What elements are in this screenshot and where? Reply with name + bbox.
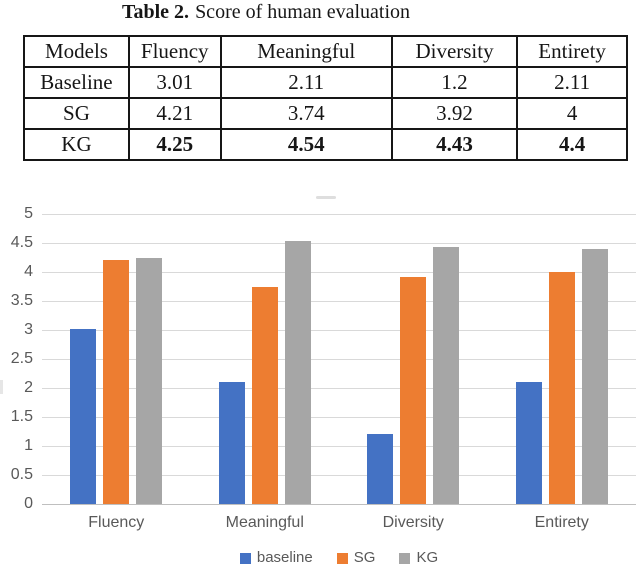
- cell-value: 4: [516, 97, 628, 130]
- y-tick-label: 2.5: [10, 350, 33, 367]
- y-tick-label: 2: [24, 379, 33, 396]
- table-caption-text: Score of human evaluation: [195, 1, 410, 23]
- legend-label: baseline: [256, 549, 313, 566]
- table-row: KG 4.25 4.54 4.43 4.4: [23, 128, 628, 161]
- gridline: [42, 272, 636, 273]
- x-category-label: Diversity: [382, 514, 444, 531]
- x-category-label: Fluency: [88, 514, 145, 531]
- table-row: SG 4.21 3.74 3.92 4: [23, 97, 628, 130]
- row-sg-label: SG: [23, 97, 130, 130]
- header-fluency: Fluency: [127, 35, 222, 68]
- cell-value: 3.74: [219, 97, 393, 130]
- table-caption-number: Table 2.: [122, 1, 190, 23]
- cell-value: 4.4: [516, 128, 628, 161]
- cell-value: 4.54: [219, 128, 393, 161]
- bar-fluency-kg: [136, 257, 163, 504]
- cell-value: 4.25: [127, 128, 222, 161]
- cell-value: 2.11: [516, 66, 628, 99]
- row-kg-label: KG: [23, 128, 130, 161]
- header-models: Models: [23, 35, 130, 68]
- bar-diversity-kg: [433, 247, 460, 504]
- gridline: [42, 359, 636, 360]
- header-entirety: Entirety: [516, 35, 628, 68]
- legend-swatch-baseline: [239, 552, 251, 564]
- gridline: [42, 330, 636, 331]
- table-caption: Table 2. Score of human evaluation: [0, 1, 532, 23]
- header-diversity: Diversity: [390, 35, 519, 68]
- bar-diversity-baseline: [367, 434, 394, 504]
- evaluation-table: Models Fluency Meaningful Diversity Enti…: [23, 35, 628, 161]
- bar-meaningful-kg: [284, 240, 311, 504]
- legend-label: SG: [353, 549, 376, 566]
- gridline: [42, 417, 636, 418]
- y-tick-label: 4: [24, 263, 33, 280]
- cell-value: 3.92: [390, 97, 519, 130]
- chart-legend: baseline SG KG: [42, 549, 636, 567]
- y-tick-label: 1.5: [10, 408, 33, 425]
- gridline: [42, 243, 636, 244]
- gridline: [42, 446, 636, 447]
- bar-diversity-sg: [400, 276, 427, 504]
- cell-value: 2.11: [219, 66, 393, 99]
- bar-meaningful-sg: [251, 287, 278, 504]
- legend-swatch-sg: [336, 552, 348, 564]
- scan-artifact: [316, 196, 336, 199]
- bar-entirety-sg: [548, 272, 575, 504]
- header-meaningful: Meaningful: [219, 35, 393, 68]
- y-tick-label: 3: [24, 321, 33, 338]
- legend-swatch-kg: [399, 552, 411, 564]
- y-tick-label: 0.5: [10, 466, 33, 483]
- legend-label: KG: [416, 549, 439, 566]
- gridline: [42, 301, 636, 302]
- bar-fluency-baseline: [70, 329, 97, 504]
- gridline: [42, 388, 636, 389]
- x-category-label: Meaningful: [225, 514, 304, 531]
- y-tick-label: 5: [24, 205, 33, 222]
- cell-value: 3.01: [127, 66, 222, 99]
- cell-value: 4.43: [390, 128, 519, 161]
- x-category-label: Entirety: [534, 514, 589, 531]
- table-header-row: Models Fluency Meaningful Diversity Enti…: [23, 35, 628, 68]
- bar-entirety-baseline: [515, 381, 542, 504]
- scan-artifact: [0, 380, 3, 394]
- cell-value: 4.21: [127, 97, 222, 130]
- legend-item-sg: SG: [336, 549, 376, 566]
- bar-meaningful-baseline: [218, 381, 245, 504]
- cell-value: 1.2: [390, 66, 519, 99]
- x-axis-line: [42, 504, 636, 505]
- y-tick-label: 4.5: [10, 234, 33, 251]
- row-baseline-label: Baseline: [23, 66, 130, 99]
- bar-fluency-sg: [103, 259, 130, 504]
- gridline: [42, 214, 636, 215]
- legend-item-kg: KG: [399, 550, 438, 566]
- y-tick-label: 1: [24, 437, 33, 454]
- gridline: [42, 475, 636, 476]
- y-tick-label: 0: [24, 495, 33, 512]
- legend-item-baseline: baseline: [239, 549, 313, 566]
- bar-entirety-kg: [581, 248, 608, 504]
- table-row: Baseline 3.01 2.11 1.2 2.11: [23, 66, 628, 99]
- y-tick-label: 3.5: [10, 292, 33, 309]
